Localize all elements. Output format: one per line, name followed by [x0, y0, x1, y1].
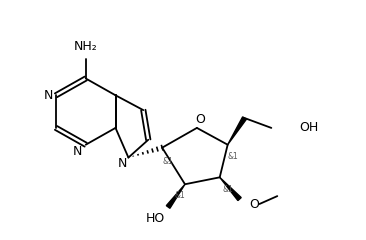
Text: N: N [73, 145, 82, 158]
Polygon shape [220, 177, 241, 201]
Text: &1: &1 [163, 157, 173, 166]
Text: OH: OH [299, 121, 319, 134]
Text: HO: HO [146, 212, 165, 225]
Text: O: O [195, 113, 205, 126]
Text: NH₂: NH₂ [74, 40, 98, 53]
Text: O: O [250, 198, 259, 210]
Text: &1: &1 [227, 152, 238, 161]
Polygon shape [166, 184, 185, 208]
Text: &1: &1 [222, 185, 233, 194]
Text: N: N [118, 157, 127, 170]
Text: &1: &1 [175, 191, 186, 200]
Polygon shape [228, 117, 246, 145]
Text: N: N [43, 89, 53, 102]
